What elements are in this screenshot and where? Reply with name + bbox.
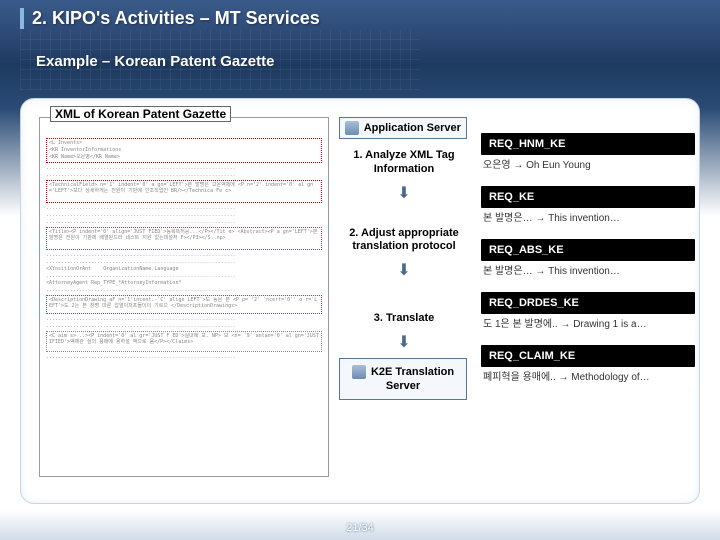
xml-highlight-inventor: <L Invents> <KR InventorInformations <KR… — [46, 138, 322, 163]
xml-line: ........................................… — [46, 219, 322, 225]
xml-line: ........................................… — [46, 287, 322, 293]
xml-line: <L Invents> — [49, 140, 319, 146]
protocol-pill: REQ_DRDES_KE — [481, 292, 695, 314]
xml-line: <KR InventorInformations — [49, 147, 319, 153]
step-3: 3. Translate — [339, 312, 469, 326]
xml-line: ........................................… — [46, 165, 322, 171]
protocol-pill: REQ_KE — [481, 186, 695, 208]
xml-line: <AttorneyAgent Rep_TYPE_*AttorneyInforma… — [46, 280, 322, 286]
xml-line: <TechnicalField> n='1' indent='0' a gn='… — [49, 182, 319, 200]
center-steps: Application Server 1. Analyze XML Tag In… — [339, 117, 469, 400]
xml-panel-title: XML of Korean Patent Gazette — [50, 106, 231, 122]
translation-example: 도 1은 본 발명에.. → Drawing 1 is a… — [481, 314, 695, 335]
xml-line: <C aim s> ..><P indent='0' al gr='JUST F… — [49, 333, 319, 349]
xml-highlight-abstract: <Title><P indent='0' align='JUST FIED'>등… — [46, 227, 322, 250]
xml-line: <Title><P indent='0' align='JUST FIED'>등… — [49, 229, 319, 247]
translation-example: 본 발명은… → This invention… — [481, 261, 695, 282]
step-2: 2. Adjust appropriate translation protoc… — [339, 227, 469, 255]
xml-line: ........................................… — [46, 212, 322, 218]
translation-example: 폐피혁을 용매에.. → Methodology of… — [481, 367, 695, 388]
content-card: XML of Korean Patent Gazette <L Invents>… — [20, 98, 700, 504]
xml-line: ........................................… — [46, 273, 322, 279]
xml-line: ........................................… — [46, 172, 322, 178]
xml-line: ........................................… — [46, 252, 322, 258]
protocol-pill: REQ_CLAIM_KE — [481, 345, 695, 367]
xml-line: ........................................… — [46, 323, 322, 329]
xml-line: ........................................… — [46, 316, 322, 322]
xml-highlight-techfield: <TechnicalField> n='1' indent='0' a gn='… — [46, 180, 322, 203]
xml-line: ........................................… — [46, 205, 322, 211]
step-1: 1. Analyze XML Tag Information — [339, 149, 469, 177]
translation-example: 본 발명은… → This invention… — [481, 208, 695, 229]
xml-line: ........................................… — [46, 354, 322, 360]
protocol-pill: REQ_HNM_KE — [481, 133, 695, 155]
app-server-label: Application Server — [364, 122, 461, 134]
translation-example: 오은영 → Oh Eun Young — [481, 155, 695, 176]
xml-highlight-drawing: <DescriptionDrawing aF n='1'incent.-'C' … — [46, 295, 322, 314]
protocol-list: REQ_HNM_KE 오은영 → Oh Eun Young REQ_KE 본 발… — [481, 133, 695, 398]
xml-content: <L Invents> <KR InventorInformations <KR… — [40, 118, 328, 367]
xml-panel: XML of Korean Patent Gazette <L Invents>… — [39, 117, 329, 477]
xml-line: ........................................… — [46, 259, 322, 265]
server-icon — [352, 365, 366, 379]
xml-line: <DescriptionDrawing aF n='1'incent.-'C' … — [49, 297, 319, 311]
app-server-box: Application Server — [339, 117, 467, 139]
k2e-label: K2E Translation Server — [371, 366, 454, 392]
xml-line: <XYositionOrAnt OrganizationName.Languag… — [46, 266, 322, 272]
page-number: 21/34 — [0, 522, 720, 534]
xml-highlight-claims: <C aim s> ..><P indent='0' al gr='JUST F… — [46, 331, 322, 352]
server-icon — [345, 121, 359, 135]
arrow-down-icon: ⬇ — [339, 332, 469, 352]
arrow-down-icon: ⬇ — [339, 183, 469, 203]
k2e-server-box: K2E Translation Server — [339, 358, 467, 401]
xml-line: <KR Name>오은영</KR Name> — [49, 154, 319, 160]
protocol-pill: REQ_ABS_KE — [481, 239, 695, 261]
arrow-down-icon: ⬇ — [339, 260, 469, 280]
page-title: 2. KIPO's Activities – MT Services — [20, 8, 700, 29]
